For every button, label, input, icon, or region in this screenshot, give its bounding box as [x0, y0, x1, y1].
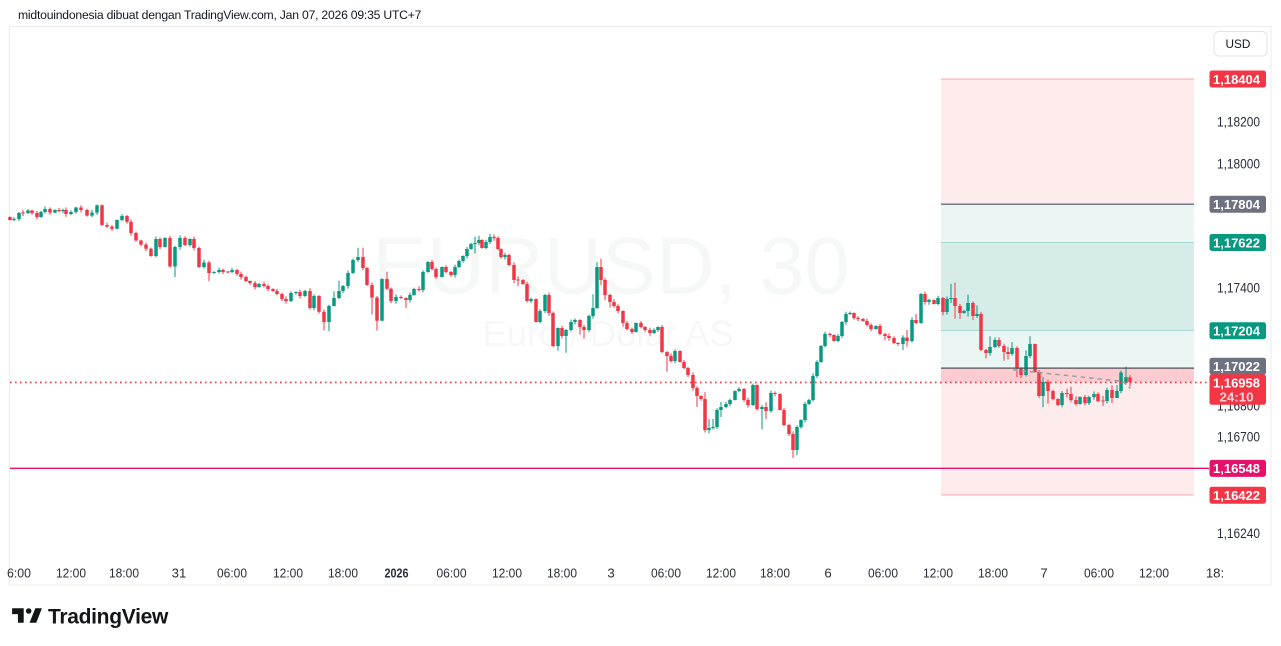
svg-text:06:00: 06:00 [651, 566, 681, 581]
svg-text:Euro / Dolar AS: Euro / Dolar AS [482, 313, 734, 354]
svg-text:1,17400: 1,17400 [1217, 280, 1260, 295]
svg-text:12:00: 12:00 [923, 566, 953, 581]
svg-text:6: 6 [824, 566, 831, 581]
svg-text:18:: 18: [1206, 566, 1224, 581]
svg-text:06:00: 06:00 [437, 566, 467, 581]
svg-text:1,17804: 1,17804 [1213, 197, 1261, 212]
svg-text:24:10: 24:10 [1220, 390, 1254, 405]
svg-text:1,18000: 1,18000 [1217, 157, 1260, 172]
svg-text:1,17204: 1,17204 [1213, 324, 1261, 339]
svg-text:1,16548: 1,16548 [1213, 461, 1260, 476]
svg-text:12:00: 12:00 [1139, 566, 1169, 581]
svg-text:06:00: 06:00 [868, 566, 898, 581]
svg-text:1,17022: 1,17022 [1213, 359, 1260, 374]
svg-text:TradingView: TradingView [48, 606, 169, 629]
svg-text:18:00: 18:00 [978, 566, 1008, 581]
svg-text:18:00: 18:00 [547, 566, 577, 581]
svg-text:12:00: 12:00 [56, 566, 86, 581]
svg-text:1,16240: 1,16240 [1217, 526, 1260, 541]
svg-text:1,18200: 1,18200 [1217, 115, 1260, 130]
svg-text:midtouindonesia dibuat dengan: midtouindonesia dibuat dengan TradingVie… [18, 8, 422, 22]
svg-text:6:00: 6:00 [7, 566, 31, 581]
svg-text:12:00: 12:00 [492, 566, 522, 581]
svg-text:2026: 2026 [385, 566, 409, 581]
svg-text:18:00: 18:00 [109, 566, 139, 581]
svg-text:06:00: 06:00 [1084, 566, 1114, 581]
svg-text:3: 3 [607, 566, 614, 581]
svg-text:1,17622: 1,17622 [1213, 235, 1260, 250]
svg-text:1,18404: 1,18404 [1213, 72, 1261, 87]
svg-text:06:00: 06:00 [217, 566, 247, 581]
svg-text:1,16700: 1,16700 [1217, 430, 1260, 445]
svg-text:1,16958: 1,16958 [1213, 376, 1260, 391]
svg-text:12:00: 12:00 [706, 566, 736, 581]
svg-text:12:00: 12:00 [273, 566, 303, 581]
svg-text:18:00: 18:00 [760, 566, 790, 581]
svg-text:USD: USD [1226, 37, 1251, 51]
svg-text:18:00: 18:00 [328, 566, 358, 581]
svg-text:7: 7 [1040, 566, 1047, 581]
svg-text:1,16422: 1,16422 [1213, 488, 1260, 503]
svg-text:31: 31 [172, 566, 187, 581]
